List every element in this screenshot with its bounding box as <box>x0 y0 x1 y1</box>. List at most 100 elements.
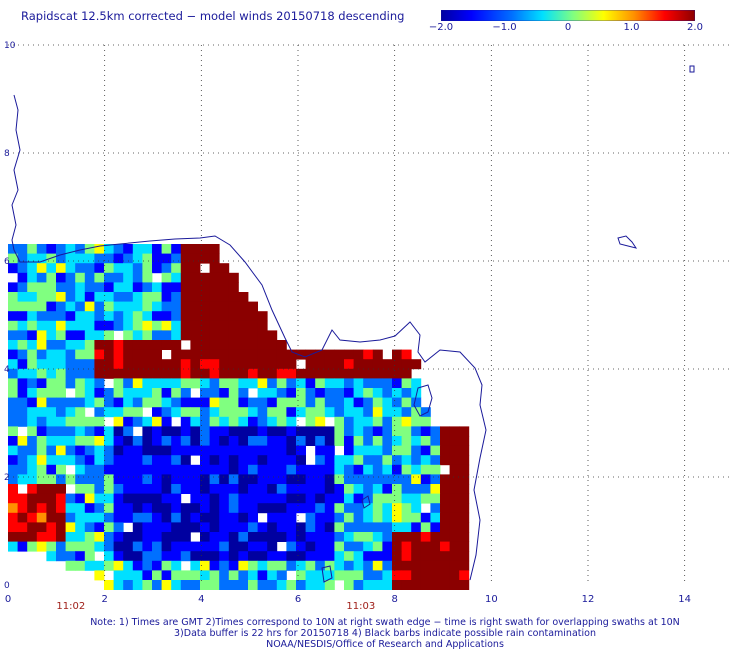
data-cell <box>27 397 38 408</box>
data-cell <box>276 455 287 466</box>
data-cell <box>75 253 86 264</box>
data-cell <box>305 426 316 437</box>
data-cell <box>171 484 182 494</box>
data-cell <box>152 368 162 379</box>
data-cell <box>94 301 105 312</box>
data-cell <box>94 263 105 274</box>
data-cell <box>190 474 201 485</box>
data-cell <box>286 560 297 571</box>
data-cell <box>8 263 18 274</box>
data-cell <box>65 320 76 331</box>
data-cell <box>382 532 393 542</box>
data-cell <box>152 474 162 485</box>
data-cell <box>113 541 124 552</box>
data-cell <box>363 407 374 418</box>
data-cell <box>132 416 143 427</box>
data-cell <box>257 570 268 581</box>
data-cell <box>56 551 66 562</box>
data-cell <box>94 359 105 370</box>
data-cell <box>363 397 374 408</box>
data-cell <box>75 330 86 341</box>
data-cell <box>238 570 249 581</box>
data-cell <box>75 368 86 379</box>
data-cell <box>46 301 57 312</box>
data-cell <box>46 378 57 389</box>
data-cell <box>27 493 38 504</box>
data-cell <box>305 580 316 590</box>
data-cell <box>344 455 354 466</box>
data-cell <box>392 368 402 379</box>
data-cell <box>152 282 162 293</box>
data-cell <box>353 426 364 437</box>
data-cell <box>104 311 114 322</box>
data-cell <box>123 388 134 398</box>
data-cell <box>344 484 354 494</box>
data-cell <box>113 512 124 523</box>
data-cell <box>372 512 383 523</box>
data-cell <box>257 340 268 350</box>
data-cell <box>449 445 460 456</box>
data-cell <box>392 512 402 523</box>
data-cell <box>315 349 326 360</box>
data-cell <box>344 397 354 408</box>
data-cell <box>180 282 191 293</box>
data-cell <box>305 368 316 379</box>
data-cell <box>200 522 210 533</box>
data-cell <box>46 503 57 514</box>
data-cell <box>56 253 66 264</box>
data-cell <box>401 464 412 475</box>
data-cell <box>267 512 278 523</box>
data-cell <box>238 512 249 523</box>
data-cell <box>238 388 249 398</box>
data-cell <box>276 522 287 533</box>
data-cell <box>440 541 450 552</box>
data-cell <box>190 445 201 456</box>
data-cell <box>296 436 306 446</box>
data-cell <box>209 416 220 427</box>
data-cell <box>75 359 86 370</box>
data-cell <box>180 532 191 542</box>
data-cell <box>219 445 230 456</box>
data-cell <box>104 522 114 533</box>
data-cell <box>56 397 66 408</box>
data-cell <box>219 301 230 312</box>
data-cell <box>353 407 364 418</box>
data-cell <box>363 551 374 562</box>
data-cell <box>56 464 66 475</box>
data-cell <box>248 407 258 418</box>
data-cell <box>161 580 172 590</box>
data-cell <box>190 484 201 494</box>
data-cell <box>104 474 114 485</box>
x-tick-label: 0 <box>5 594 11 605</box>
data-cell <box>17 244 28 254</box>
data-cell <box>171 570 182 581</box>
data-cell <box>372 445 383 456</box>
data-cell <box>257 522 268 533</box>
data-cell <box>132 407 143 418</box>
data-cell <box>46 407 57 418</box>
data-cell <box>56 484 66 494</box>
data-cell <box>372 474 383 485</box>
data-cell <box>334 503 345 514</box>
data-cell <box>142 493 153 504</box>
data-cell <box>344 570 354 581</box>
data-cell <box>94 512 105 523</box>
data-cell <box>142 512 153 523</box>
data-cell <box>372 349 383 360</box>
data-cell <box>132 532 143 542</box>
data-cell <box>36 311 47 322</box>
data-cell <box>372 484 383 494</box>
data-cell <box>94 570 105 581</box>
data-cell <box>56 474 66 485</box>
data-cell <box>152 378 162 389</box>
data-cell <box>113 503 124 514</box>
data-cell <box>248 368 258 379</box>
data-cell <box>296 522 306 533</box>
data-cell <box>430 522 441 533</box>
data-cell <box>209 551 220 562</box>
data-cell <box>315 493 326 504</box>
data-cell <box>315 551 326 562</box>
data-cell <box>372 388 383 398</box>
data-cell <box>94 493 105 504</box>
wind-difference-cells <box>8 244 470 590</box>
